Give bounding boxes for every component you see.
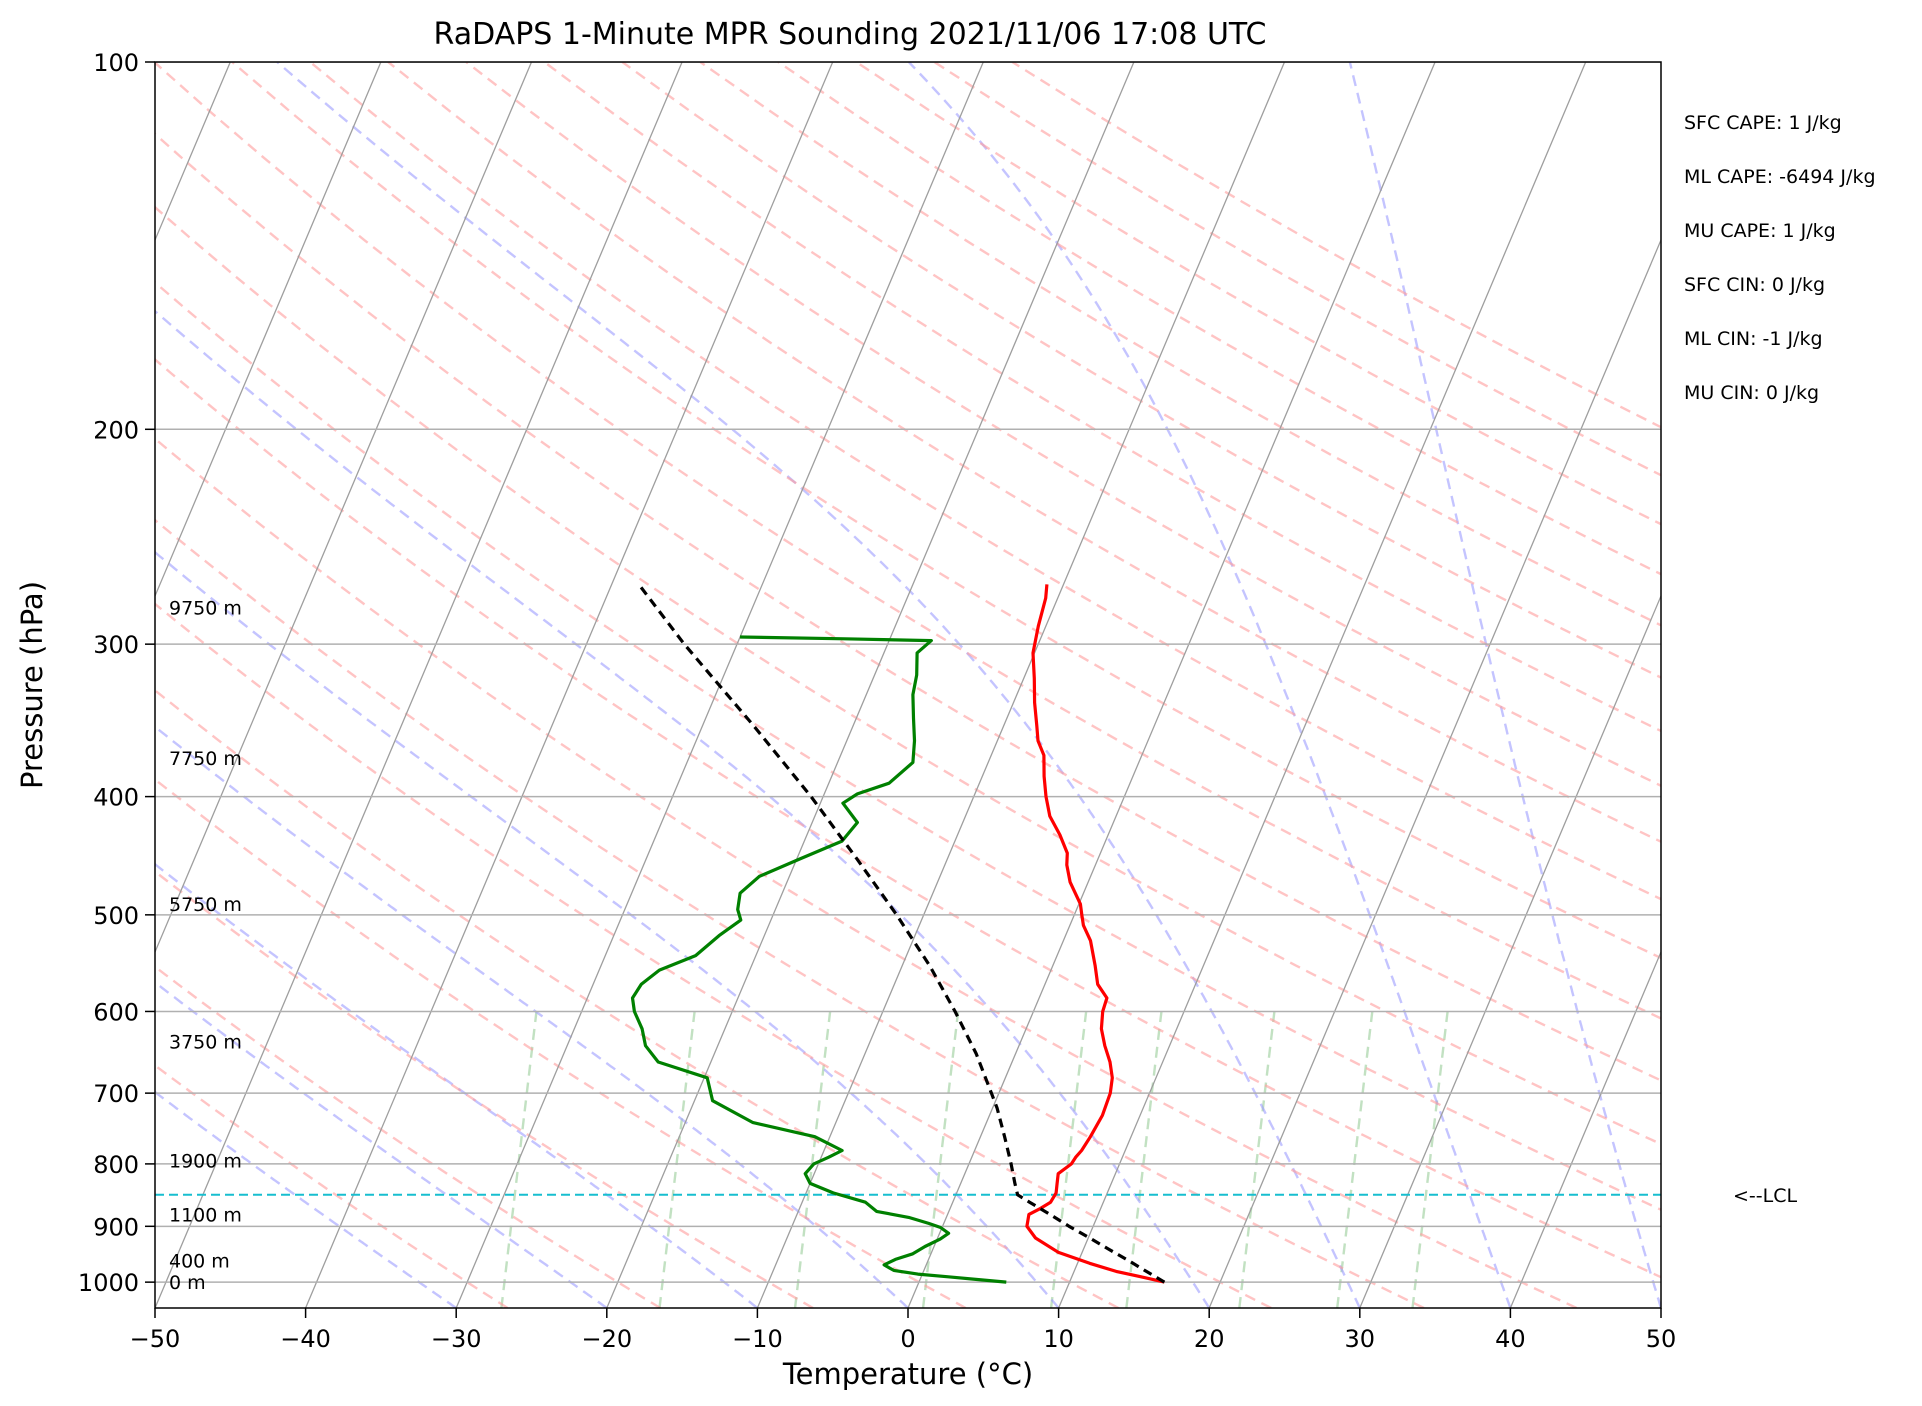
height-label: 1100 m: [169, 1204, 242, 1226]
dewpoint-trace: [630, 635, 1007, 1284]
lcl-label: <--LCL: [1733, 1185, 1797, 1207]
moist-adiabat-line: [155, 1090, 457, 1308]
height-label: 1900 m: [169, 1151, 242, 1173]
moist-adiabat-line: [155, 862, 759, 1308]
y-tick-label: 900: [93, 1213, 139, 1241]
x-tick-label: 40: [1495, 1325, 1526, 1353]
height-label: 0 m: [169, 1272, 206, 1294]
parcel-trace: [637, 583, 1166, 1284]
height-label: 5750 m: [169, 894, 242, 916]
dry-adiabat-line: [621, 62, 1661, 679]
dry-adiabat-line: [387, 62, 1661, 844]
moist-adiabat-line: [155, 309, 1211, 1308]
height-label: 7750 m: [169, 748, 242, 770]
y-tick-label: 400: [93, 784, 139, 812]
parameter-panel: SFC CAPE: 1 J/kg ML CAPE: -6494 J/kg MU CA…: [1684, 112, 1876, 404]
height-label: 3750 m: [169, 1032, 242, 1054]
mixing-ratio-line: [1411, 1011, 1449, 1308]
isotherm-line: [155, 62, 533, 954]
dry-adiabat-line: [155, 518, 1425, 1308]
x-tick-label: 50: [1646, 1325, 1677, 1353]
moist-adiabat-line: [1348, 62, 1661, 1308]
dry-adiabat-line: [155, 280, 1661, 1212]
parameter-label: SFC CIN: 0 J/kg: [1684, 274, 1825, 296]
isotherm-line: [155, 62, 382, 598]
x-tick-label: 30: [1345, 1325, 1376, 1353]
isotherm-line: [1509, 950, 1661, 1308]
mixing-ratio-line: [658, 1011, 696, 1308]
mixing-ratio-line: [1336, 1011, 1374, 1308]
dry-adiabat-line: [309, 62, 1661, 901]
mixing-ratio-line: [1049, 1011, 1088, 1308]
x-axis: −50 −40 −30 −20 −10 0 10 20 30 40 50: [130, 1308, 1677, 1353]
sounding-series: [630, 583, 1166, 1284]
mixing-ratio-line: [921, 1011, 960, 1308]
isotherm-line: [907, 62, 1436, 1308]
parameter-label: MU CAPE: 1 J/kg: [1684, 220, 1836, 242]
isotherm-line: [1359, 594, 1661, 1308]
y-axis: 100 200 300 400 500 600 700 800 900 1000: [78, 49, 155, 1297]
y-tick-label: 1000: [78, 1269, 139, 1297]
mixing-ratio-line: [1238, 1011, 1276, 1308]
dry-adiabat-line: [155, 132, 1661, 1082]
y-tick-label: 700: [93, 1080, 139, 1108]
plot-area: [155, 62, 1661, 1308]
isotherm-line: [305, 62, 834, 1308]
x-tick-label: 0: [900, 1325, 915, 1353]
x-tick-label: −40: [280, 1325, 331, 1353]
dry-adiabat-line: [155, 870, 814, 1308]
x-tick-label: −30: [431, 1325, 482, 1353]
x-tick-label: 10: [1043, 1325, 1074, 1353]
x-axis-label: Temperature (°C): [782, 1357, 1033, 1391]
dry-adiabat-line: [777, 62, 1661, 576]
x-tick-label: −10: [732, 1325, 783, 1353]
y-tick-label: 200: [93, 416, 139, 444]
dry-adiabat-line: [465, 62, 1661, 788]
dry-adiabat-line: [155, 965, 661, 1308]
dry-adiabat-line: [231, 62, 1661, 960]
isotherm-line: [606, 62, 1135, 1308]
parameter-label: MU CIN: 0 J/kg: [1684, 382, 1819, 404]
parameter-label: SFC CAPE: 1 J/kg: [1684, 112, 1842, 134]
isotherm-line: [756, 62, 1286, 1308]
dry-adiabat-line: [155, 437, 1578, 1308]
moist-adiabat-line: [155, 550, 1060, 1308]
temperature-trace: [1025, 584, 1165, 1284]
moist-adiabat-line: [155, 980, 608, 1308]
chart-title: RaDAPS 1-Minute MPR Sounding 2021/11/06 …: [434, 17, 1267, 52]
isobars: [155, 62, 1661, 1283]
mixing-ratio-line: [793, 1011, 832, 1308]
isotherm-line: [155, 62, 683, 1308]
y-tick-label: 300: [93, 631, 139, 659]
height-label: 9750 m: [169, 598, 242, 620]
moist-adiabat-line: [155, 725, 909, 1308]
x-tick-label: −50: [130, 1325, 181, 1353]
dry-adiabats: [155, 62, 1661, 1308]
x-tick-label: −20: [581, 1325, 632, 1353]
dry-adiabat-line: [155, 688, 1120, 1308]
moist-adiabat-line: [276, 62, 1361, 1308]
dry-adiabat-line: [155, 777, 967, 1308]
parameter-label: ML CIN: -1 J/kg: [1684, 328, 1823, 350]
parameter-label: ML CAPE: -6494 J/kg: [1684, 166, 1876, 188]
height-label: 400 m: [169, 1251, 230, 1273]
y-tick-label: 600: [93, 998, 139, 1026]
y-tick-label: 100: [93, 49, 139, 77]
y-tick-label: 500: [93, 902, 139, 930]
dry-adiabat-line: [155, 357, 1661, 1279]
isotherm-line: [1058, 62, 1587, 1308]
y-tick-label: 800: [93, 1151, 139, 1179]
x-tick-label: 20: [1194, 1325, 1225, 1353]
isotherm-line: [1208, 238, 1661, 1308]
dry-adiabat-line: [155, 205, 1661, 1146]
dry-adiabat-line: [155, 602, 1272, 1308]
mixing-ratio-line: [1125, 1011, 1163, 1308]
y-axis-label: Pressure (hPa): [15, 581, 49, 789]
